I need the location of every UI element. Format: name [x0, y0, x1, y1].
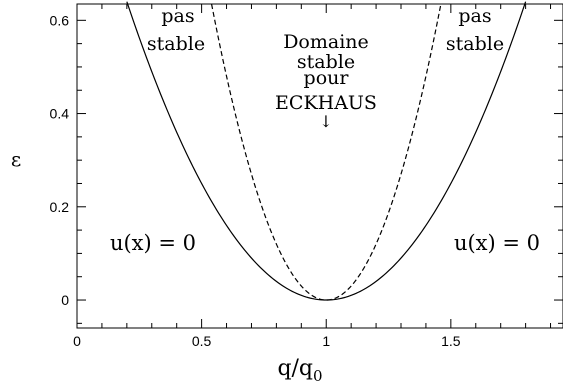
annotation-eckhaus: ECKHAUS	[275, 92, 377, 114]
y-tick-label: 0.4	[50, 106, 70, 122]
axis-ticks	[76, 4, 563, 328]
y-tick-label: 0.2	[50, 199, 70, 215]
x-tick-label: 1.5	[441, 333, 461, 349]
annotation-domaine: Domaine	[283, 31, 369, 53]
x-tick-label: 0.5	[192, 333, 212, 349]
annotation-pour: pour	[304, 67, 350, 89]
x-tick-label: 0	[73, 333, 81, 349]
annotation-left-stable: stable	[147, 33, 205, 55]
x-axis-label-subscript: 0	[313, 367, 323, 385]
stability-curve	[126, 1, 527, 301]
annotation-right-pas: pas	[458, 5, 491, 27]
annotation-stable: stable	[297, 51, 355, 73]
down-arrow-icon: ↓	[319, 112, 332, 131]
y-tick-label: 0.6	[50, 12, 70, 28]
annotation-right-ux: u(x) = 0	[454, 231, 540, 255]
tick-labels: 0 0.5 1 1.5 0 0.2 0.4 0.6	[50, 12, 461, 349]
eckhaus-curve	[210, 3, 442, 301]
y-tick-label: 0	[61, 292, 69, 308]
annotation-left-pas: pas	[161, 5, 194, 27]
x-axis-label: q/q0	[277, 356, 322, 385]
x-tick-label: 1	[322, 333, 330, 349]
y-axis-label: ε	[11, 147, 21, 171]
annotation-left-ux: u(x) = 0	[110, 231, 196, 255]
plot-frame	[76, 3, 563, 329]
curves	[126, 1, 527, 301]
annotation-right-stable: stable	[446, 33, 504, 55]
